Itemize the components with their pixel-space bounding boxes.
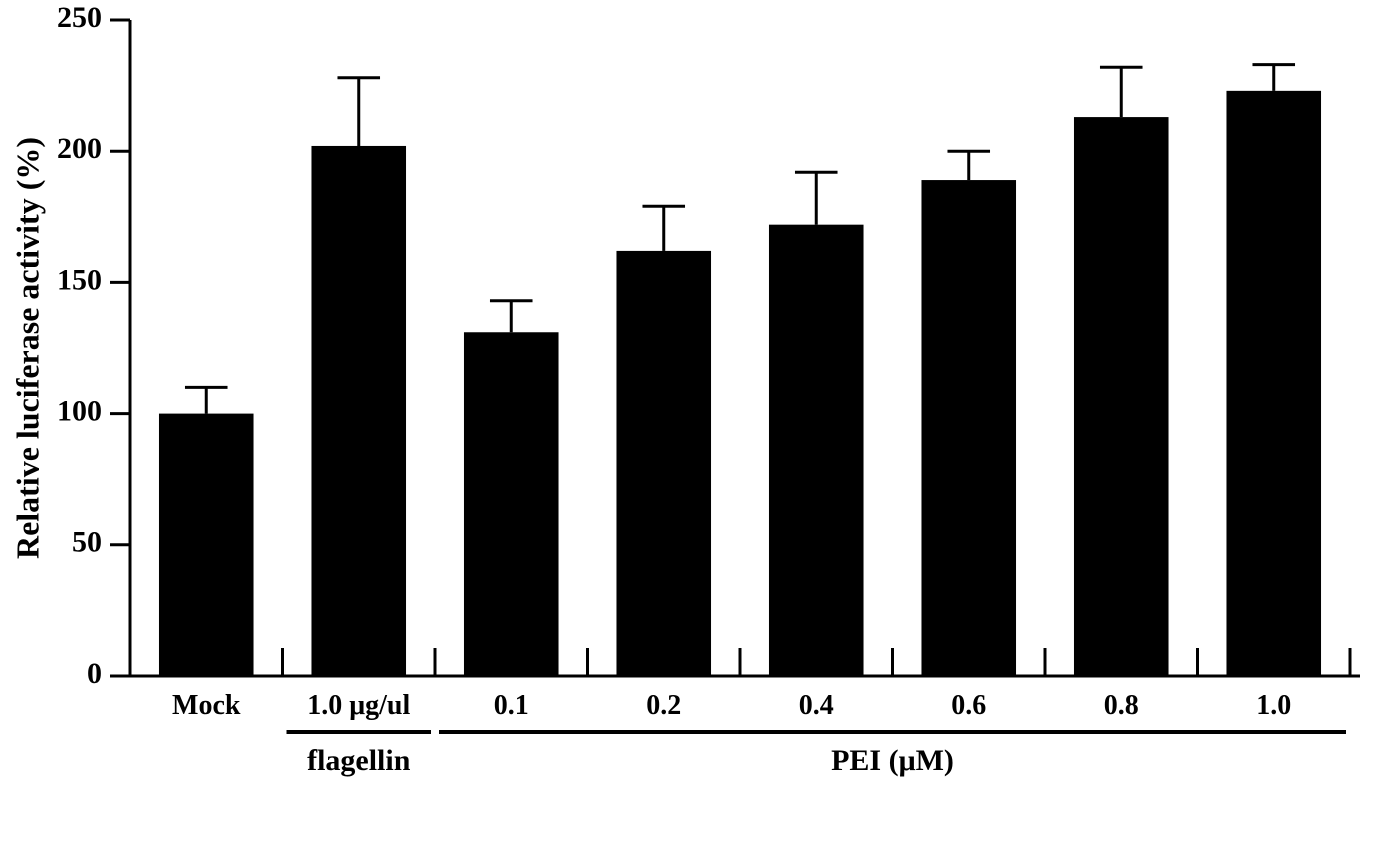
category-label: 0.6 [951, 690, 986, 721]
bar [921, 180, 1016, 676]
y-tick-label: 0 [87, 657, 102, 690]
bar [1074, 117, 1169, 676]
category-label: 1.0 [1256, 690, 1291, 721]
bar [311, 146, 406, 676]
category-label: 0.1 [494, 690, 529, 721]
category-label: 0.2 [646, 690, 681, 721]
group-label: flagellin [307, 744, 411, 777]
chart-container: 0 50 100 150 200 250 Mock 1.0 μg/ul 0.1 0.2 0.4 0.6… [0, 0, 1390, 846]
bar [616, 251, 711, 676]
y-tick-label: 100 [57, 394, 102, 427]
group-label: PEI (μM) [831, 744, 954, 777]
y-tick-label: 150 [57, 263, 102, 296]
bar [769, 225, 864, 676]
category-label: 0.4 [799, 690, 834, 721]
category-label: 1.0 μg/ul [307, 690, 410, 721]
bar-chart: 0 50 100 150 200 250 Mock 1.0 μg/ul 0.1 0.2 0.4 0.6… [0, 0, 1390, 846]
bar [464, 332, 559, 676]
y-tick-label: 250 [57, 1, 102, 34]
category-label: Mock [172, 690, 241, 721]
y-tick-label: 50 [72, 526, 102, 559]
bar [159, 414, 254, 676]
y-axis-label: Relative luciferase activity (%) [10, 137, 47, 559]
bar [1226, 91, 1321, 676]
category-label: 0.8 [1104, 690, 1139, 721]
y-tick-label: 200 [57, 132, 102, 165]
